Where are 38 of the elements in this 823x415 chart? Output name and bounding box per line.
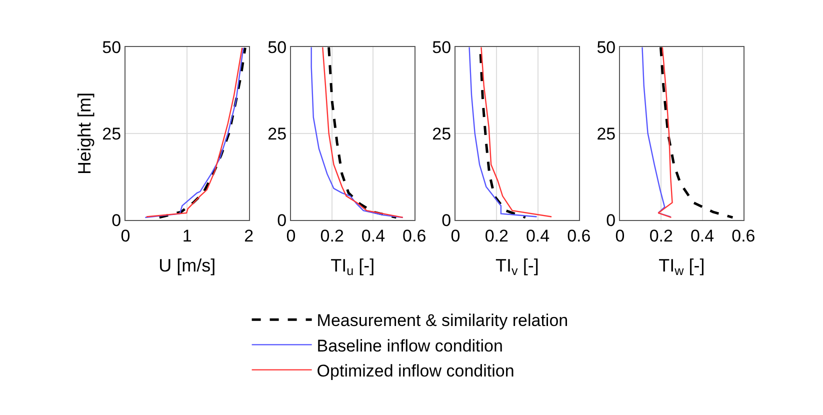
y-tick-label: 25 <box>596 124 616 144</box>
y-tick-label: 0 <box>606 210 616 230</box>
y-tick-label: 50 <box>268 38 287 58</box>
y-axis-title: Height [m] <box>74 92 94 175</box>
x-axis-title: TI$_{u}$ [-] <box>330 255 375 278</box>
x-tick-label: 0.4 <box>526 226 550 246</box>
legend-label: Measurement & similarity relation <box>316 311 568 330</box>
line-series <box>660 47 734 219</box>
legend-label: Baseline inflow condition <box>316 336 503 356</box>
x-tick-label: 0.2 <box>649 226 673 246</box>
x-tick-label: 0.2 <box>484 226 508 246</box>
x-tick-label: 0.4 <box>690 226 714 246</box>
x-tick-label: 0.2 <box>320 226 344 246</box>
y-tick-label: 0 <box>442 210 452 230</box>
legend-label: Optimized inflow condition <box>316 361 514 380</box>
line-series <box>480 47 552 218</box>
y-tick-label: 25 <box>268 124 287 144</box>
x-axis-title: U [m/s] <box>158 255 216 276</box>
y-tick-label: 25 <box>102 124 122 144</box>
y-tick-label: 0 <box>277 210 287 230</box>
x-tick-label: 0.6 <box>402 226 426 246</box>
y-tick-label: 50 <box>102 38 122 58</box>
x-axis-title: TI$_{w}$ [-] <box>658 255 705 278</box>
y-tick-label: 25 <box>432 124 452 144</box>
x-tick-label: 1 <box>182 226 192 246</box>
y-tick-label: 50 <box>432 38 452 58</box>
line-series <box>468 47 538 218</box>
line-series <box>658 47 673 218</box>
line-series <box>642 47 672 218</box>
x-axis-title: TI$_{v}$ [-] <box>496 255 539 278</box>
x-tick-label: 0.4 <box>361 226 386 246</box>
x-tick-label: 0.6 <box>567 226 591 246</box>
line-series <box>158 47 246 219</box>
x-tick-label: 2 <box>244 226 254 246</box>
y-tick-label: 0 <box>112 210 122 230</box>
x-tick-label: 0.6 <box>732 226 756 246</box>
y-tick-label: 50 <box>596 38 616 58</box>
line-series <box>479 52 527 219</box>
